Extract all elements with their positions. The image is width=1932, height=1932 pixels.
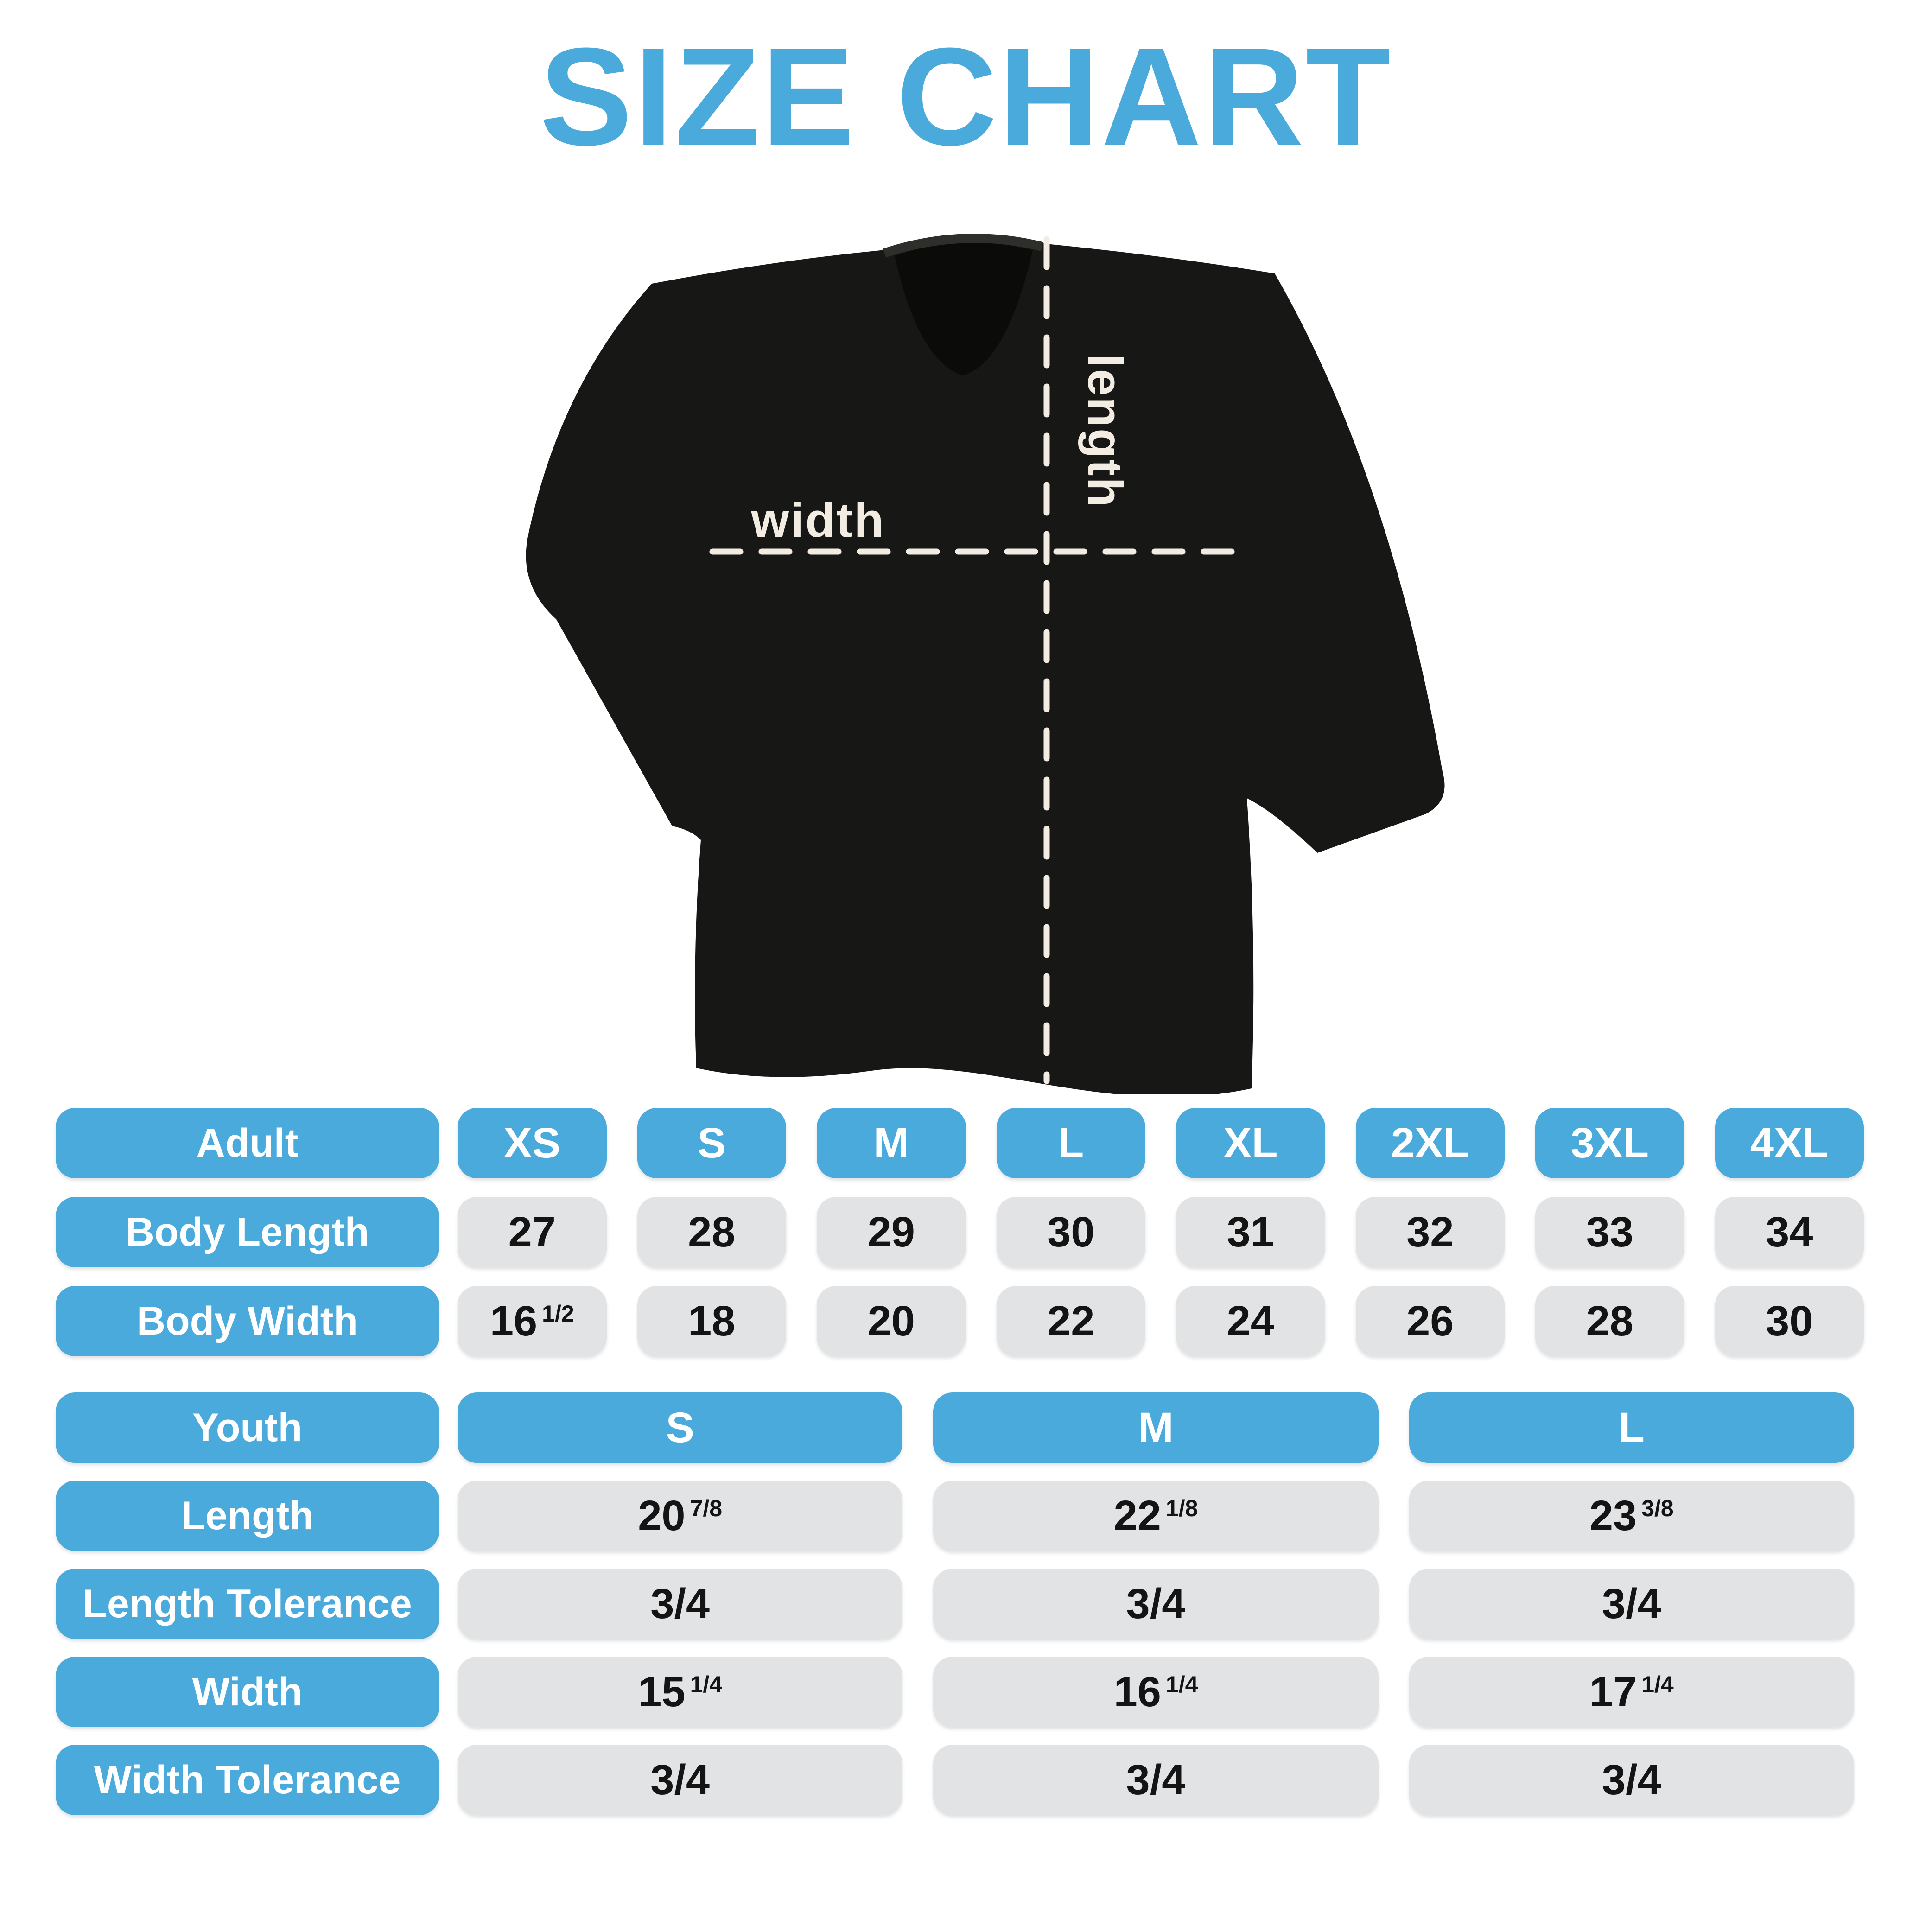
- length-tolerance-value-cell: 3/4: [1409, 1569, 1854, 1639]
- youth-size-header-cell: M: [933, 1392, 1379, 1463]
- width-tolerance-value-cell: 3/4: [458, 1745, 903, 1815]
- length-tolerance-value-cell: 3/4: [933, 1569, 1379, 1639]
- youth-size-header-cell: L: [1409, 1392, 1854, 1463]
- youth-width-row: Width 15 1/4 16 1/4 17 1/4: [56, 1657, 1854, 1727]
- adult-body-length-values: 27 28 29 30 31 32 33 34: [458, 1197, 1864, 1267]
- adult-size-header-cell: S: [637, 1108, 786, 1178]
- youth-table-header: Youth: [56, 1392, 439, 1463]
- body-length-value-cell: 32: [1355, 1197, 1505, 1267]
- tshirt-neck-opening: [895, 242, 1033, 375]
- adult-size-header-cell: XL: [1176, 1108, 1325, 1178]
- length-value-cell: 23 3/8: [1409, 1481, 1854, 1551]
- youth-size-header-cell: S: [458, 1392, 903, 1463]
- length-value-cell: 20 7/8: [458, 1481, 903, 1551]
- youth-width-values: 15 1/4 16 1/4 17 1/4: [458, 1657, 1854, 1727]
- adult-size-header-cell: 2XL: [1355, 1108, 1505, 1178]
- row-label-length-tolerance: Length Tolerance: [56, 1569, 439, 1639]
- adult-size-header-cell: 3XL: [1535, 1108, 1684, 1178]
- row-label-width: Width: [56, 1657, 439, 1727]
- page-title: SIZE CHART: [540, 19, 1392, 174]
- body-width-value-cell: 20: [817, 1286, 966, 1356]
- body-length-value-cell: 34: [1715, 1197, 1864, 1267]
- body-length-value-cell: 31: [1176, 1197, 1325, 1267]
- body-width-value-cell: 24: [1176, 1286, 1325, 1356]
- width-tolerance-value-cell: 3/4: [1409, 1745, 1854, 1815]
- adult-size-headers: XS S M L XL 2XL 3XL 4XL: [458, 1108, 1864, 1178]
- body-width-value-cell: 28: [1535, 1286, 1684, 1356]
- row-label-body-width: Body Width: [56, 1286, 439, 1356]
- body-length-value-cell: 33: [1535, 1197, 1684, 1267]
- youth-length-tolerance-values: 3/4 3/4 3/4: [458, 1569, 1854, 1639]
- body-length-value-cell: 27: [458, 1197, 607, 1267]
- length-tolerance-value-cell: 3/4: [458, 1569, 903, 1639]
- youth-width-tolerance-row: Width Tolerance 3/4 3/4 3/4: [56, 1745, 1854, 1815]
- row-label-width-tolerance: Width Tolerance: [56, 1745, 439, 1815]
- adult-table-header: Adult: [56, 1108, 439, 1178]
- row-label-length: Length: [56, 1481, 439, 1551]
- width-label: width: [750, 493, 885, 547]
- width-value-cell: 15 1/4: [458, 1657, 903, 1727]
- body-width-value-cell: 30: [1715, 1286, 1864, 1356]
- adult-body-width-values: 16 1/2 18 20 22 24 26 28 30: [458, 1286, 1864, 1356]
- adult-body-length-row: Body Length 27 28 29 30 31 32 33 34: [56, 1197, 1864, 1267]
- body-width-value-cell: 26: [1355, 1286, 1505, 1356]
- width-value-cell: 17 1/4: [1409, 1657, 1854, 1727]
- body-length-value-cell: 28: [637, 1197, 786, 1267]
- youth-length-row: Length 20 7/8 22 1/8 23 3/8: [56, 1481, 1854, 1551]
- youth-length-tolerance-row: Length Tolerance 3/4 3/4 3/4: [56, 1569, 1854, 1639]
- adult-size-header-cell: L: [996, 1108, 1145, 1178]
- tshirt-silhouette: [526, 234, 1445, 1097]
- row-label-body-length: Body Length: [56, 1197, 439, 1267]
- adult-size-header-cell: M: [817, 1108, 966, 1178]
- width-value-cell: 16 1/4: [933, 1657, 1379, 1727]
- youth-length-values: 20 7/8 22 1/8 23 3/8: [458, 1481, 1854, 1551]
- body-length-value-cell: 30: [996, 1197, 1145, 1267]
- adult-header-row: Adult XS S M L XL 2XL 3XL 4XL: [56, 1108, 1864, 1178]
- body-width-value-cell: 22: [996, 1286, 1145, 1356]
- adult-body-width-row: Body Width 16 1/2 18 20 22 24 26 28 30: [56, 1286, 1864, 1356]
- width-tolerance-value-cell: 3/4: [933, 1745, 1379, 1815]
- adult-size-header-cell: XS: [458, 1108, 607, 1178]
- adult-size-header-cell: 4XL: [1715, 1108, 1864, 1178]
- body-width-value-cell: 16 1/2: [458, 1286, 607, 1356]
- tshirt-diagram: width length: [487, 213, 1460, 1097]
- length-label: length: [1078, 354, 1132, 508]
- body-length-value-cell: 29: [817, 1197, 966, 1267]
- body-width-value-cell: 18: [637, 1286, 786, 1356]
- length-value-cell: 22 1/8: [933, 1481, 1379, 1551]
- youth-width-tolerance-values: 3/4 3/4 3/4: [458, 1745, 1854, 1815]
- tshirt-svg: width length: [526, 234, 1445, 1097]
- tshirt-collar-rim: [883, 234, 1043, 258]
